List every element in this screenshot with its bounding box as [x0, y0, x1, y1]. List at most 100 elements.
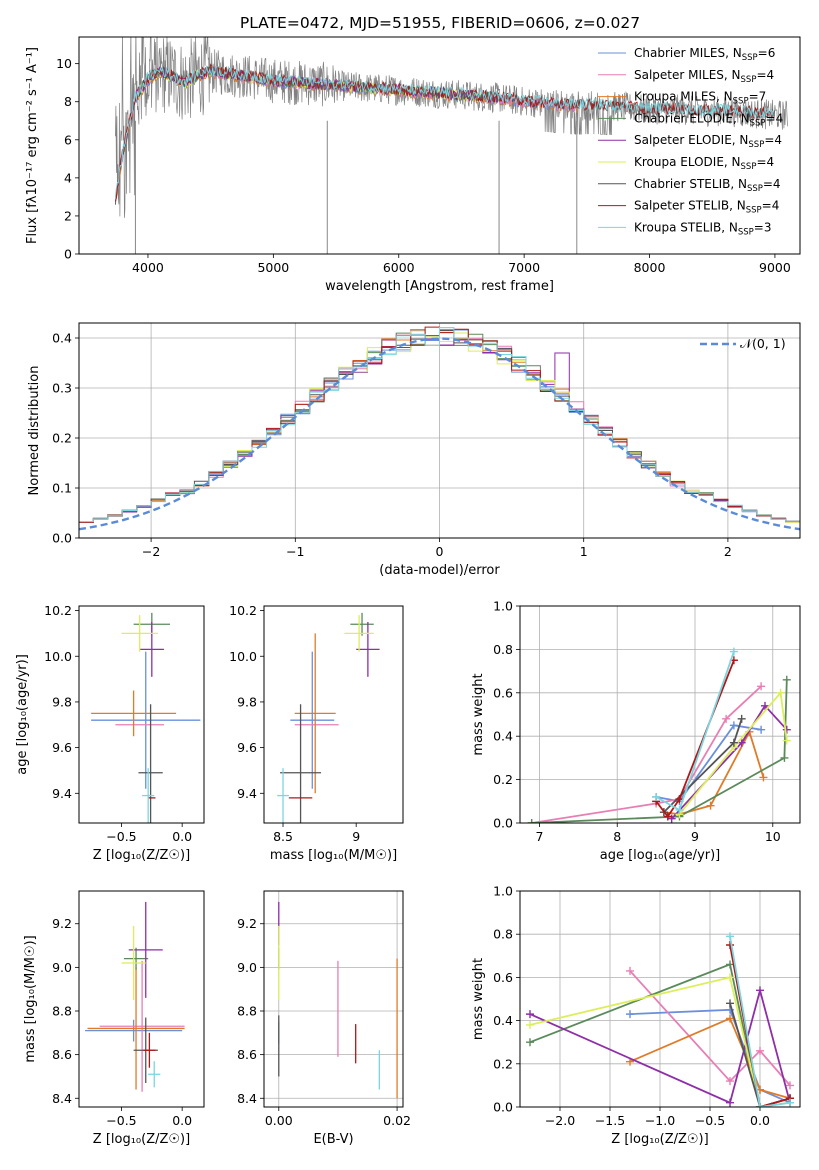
y-tick-label: 9.4 [237, 786, 257, 801]
x-axis-label: (data-model)/error [379, 563, 500, 578]
y-tick-label: 9.2 [52, 916, 72, 931]
weight-line [678, 690, 788, 815]
x-tick-label: 10 [765, 829, 781, 844]
weight-line [729, 944, 791, 1107]
weight-marker [726, 932, 734, 941]
x-tick-label: 7000 [508, 260, 540, 275]
y-tick-label: 0.0 [493, 1100, 513, 1115]
x-tick-label: −1.0 [645, 1113, 675, 1128]
legend-label: Chabrier ELODIE, NSSP=4 [634, 111, 783, 128]
legend-label: Kroupa MILES, NSSP=7 [634, 90, 766, 107]
x-tick-label: 0.02 [383, 1113, 411, 1128]
panels: 4000 5000 6000 7000 8000 90000246810wavelengt… [15, 36, 801, 1147]
y-tick-label: 1.0 [493, 884, 513, 899]
y-tick-label: 0.6 [493, 970, 513, 985]
weight-marker [782, 736, 791, 745]
model-spectrum-line [114, 64, 775, 202]
x-tick-label: 4000 [132, 260, 164, 275]
axes-frame [78, 890, 205, 1108]
x-tick-label: 5000 [257, 260, 289, 275]
x-tick-label: 2 [724, 544, 732, 559]
weight-marker [663, 812, 672, 821]
plot-area-mass_vs_age [277, 612, 380, 823]
x-axis-label: Z [log₁₀(Z/Z☉)] [93, 1132, 190, 1147]
y-tick-label: 0.8 [493, 927, 513, 942]
y-tick-label: 0.0 [493, 816, 513, 831]
x-tick-label: 7 [535, 829, 543, 844]
weight-marker [729, 721, 738, 730]
y-tick-label: 0.1 [52, 481, 72, 496]
y-tick-label: 0.0 [52, 531, 72, 546]
axes-frame [519, 890, 801, 1108]
y-tick-label: 0.2 [493, 1056, 513, 1071]
y-tick-label: 8.4 [52, 1091, 72, 1106]
weight-marker [726, 1098, 734, 1107]
plot-area-residual_histogram [79, 326, 800, 531]
x-tick-label: 8.5 [273, 829, 293, 844]
plot-area-EBV_vs_mass [278, 901, 398, 1099]
y-axis-label: mass weight [471, 673, 486, 755]
y-tick-label: 8.8 [237, 1004, 257, 1019]
weight-marker [782, 725, 791, 734]
weight-line [531, 679, 788, 823]
plot-area-Z_vs_age [91, 612, 201, 823]
weight-line [629, 970, 791, 1086]
legend-label: 𝒩(0, 1) [740, 336, 786, 351]
x-axis-label: mass [log₁₀(M/M☉)] [270, 848, 397, 863]
model-spectrum-line [114, 65, 775, 197]
weight-marker [737, 714, 746, 723]
weight-marker [675, 795, 684, 804]
weight-marker [526, 1038, 534, 1047]
x-tick-label: −0.5 [106, 829, 136, 844]
weight-marker [706, 801, 715, 810]
weight-marker [756, 1103, 764, 1107]
axes-frame [78, 322, 801, 539]
y-tick-label: 10.2 [229, 603, 257, 618]
weight-line [655, 724, 762, 803]
weight-marker [729, 738, 738, 747]
x-axis-label: Z [log₁₀(Z/Z☉)] [611, 1132, 708, 1147]
y-tick-label: 0 [64, 247, 72, 262]
y-tick-label: 2 [64, 208, 72, 223]
legend-label: Salpeter ELODIE, NSSP=4 [634, 133, 782, 150]
weight-marker [626, 966, 634, 975]
axes-age_vs_mass_weight: 7 8 9 10 0.0 0.2 0.4 0.6 0.8 1.0 age [log₁₀(age/yr… [471, 599, 801, 863]
y-tick-label: 8.8 [52, 1004, 72, 1019]
weight-marker [729, 647, 738, 656]
y-tick-label: 1.0 [493, 599, 513, 614]
x-tick-label: 8000 [634, 260, 666, 275]
weight-marker [526, 1010, 534, 1019]
legend-label: Salpeter STELIB, NSSP=4 [634, 199, 779, 216]
y-tick-label: 0.2 [52, 431, 72, 446]
x-tick-label: 1 [580, 544, 588, 559]
legend-label: Kroupa ELODIE, NSSP=4 [634, 155, 774, 172]
y-axis-label: Flux [fλ10⁻¹⁷ erg cm⁻² s⁻¹ A⁻¹] [25, 47, 40, 244]
weight-marker [737, 738, 746, 747]
weight-marker [761, 701, 769, 710]
plot-area-age_vs_mass_weight [527, 647, 791, 823]
weight-marker [652, 792, 661, 801]
y-tick-label: 8 [64, 94, 72, 109]
y-tick-label: 0.8 [493, 642, 513, 657]
weight-line [529, 986, 791, 1104]
y-tick-label: 9.8 [52, 694, 72, 709]
y-axis-label: mass weight [471, 958, 486, 1040]
weight-marker [756, 1046, 764, 1055]
axes-frame [263, 605, 404, 824]
x-tick-label: 0.0 [750, 1113, 770, 1128]
weight-line [663, 718, 743, 813]
x-axis-label: E(B-V) [313, 1132, 353, 1147]
axes-frame [519, 605, 801, 824]
x-tick-label: −0.5 [695, 1113, 725, 1128]
y-tick-label: 9.0 [237, 960, 257, 975]
axes-spectrum: 4000 5000 6000 7000 8000 9000 0 2 4 6 8 10 wavelengt… [25, 36, 801, 294]
y-tick-label: 9.8 [237, 694, 257, 709]
x-tick-label: −1.5 [595, 1113, 625, 1128]
y-tick-label: 0.4 [493, 1013, 513, 1028]
x-tick-label: 0.0 [172, 829, 192, 844]
x-tick-label: 0.0 [172, 1113, 192, 1128]
weight-marker [759, 773, 768, 782]
y-axis-label: mass [log₁₀(M/M☉)] [23, 935, 38, 1062]
x-tick-label: 0.00 [265, 1113, 293, 1128]
